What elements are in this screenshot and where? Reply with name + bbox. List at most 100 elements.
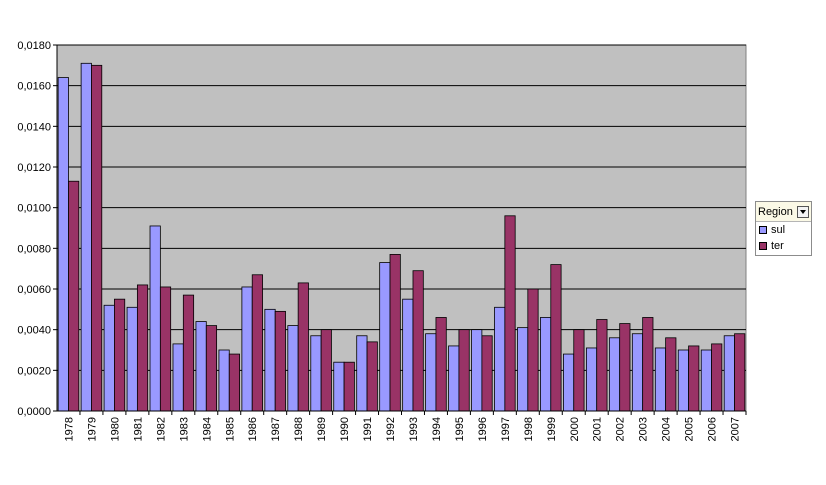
bar-ter-1979	[91, 64, 103, 412]
x-tick-label: 1986	[247, 417, 259, 441]
bar-ter-2006	[711, 343, 723, 412]
bar-ter-2002	[619, 323, 631, 412]
x-tick-label: 1980	[109, 417, 121, 441]
bar-ter-1980	[114, 298, 126, 412]
x-tick-label: 2005	[684, 417, 696, 441]
bar-ter-1988	[297, 282, 309, 412]
x-tick-label: 2000	[569, 417, 581, 441]
bar-ter-2000	[573, 329, 585, 412]
x-tick-label: 1981	[132, 417, 144, 441]
bar-sul-2001	[585, 347, 598, 412]
bars	[57, 62, 746, 412]
bar-ter-2005	[688, 345, 700, 412]
y-tick-label: 0,0160	[17, 81, 51, 93]
bar-sul-2000	[563, 353, 575, 412]
bar-ter-1995	[458, 329, 470, 412]
x-tick-label: 1993	[408, 417, 420, 441]
bar-sul-1996	[471, 329, 483, 412]
x-tick-label: 1991	[362, 417, 374, 441]
x-tick-label: 2006	[707, 417, 719, 441]
y-tick-label: 0,0000	[17, 406, 51, 418]
legend-item-ter: ter	[756, 238, 811, 254]
bar-ter-2003	[642, 317, 654, 412]
bar-ter-2007	[734, 333, 746, 412]
y-tick-labels: 0,0000 0,0020 0,0040 0,0060 0,0080 0,0100 0,01…	[17, 40, 51, 418]
legend-field-button[interactable]: Region	[756, 202, 811, 222]
bar-ter-1992	[389, 254, 401, 412]
bar-ter-1987	[274, 310, 286, 412]
y-tick-label: 0,0140	[17, 121, 51, 133]
bar-ter-1993	[412, 270, 424, 412]
legend-swatch-sul	[759, 226, 767, 234]
bar-sul-1980	[103, 304, 115, 412]
bar-ter-1991	[366, 341, 378, 412]
x-tick-label: 2003	[638, 417, 650, 441]
bar-sul-1985	[218, 349, 230, 412]
x-tick-label: 1985	[224, 417, 236, 441]
bar-sul-2005	[677, 349, 689, 412]
x-tick-label: 2007	[730, 417, 742, 441]
bar-sul-1988	[287, 325, 299, 412]
bar-sul-2003	[631, 333, 644, 412]
x-tick-label: 1983	[178, 417, 190, 441]
bar-ter-1984	[205, 325, 218, 412]
x-tick-label: 1997	[500, 417, 512, 441]
x-tick-label: 1984	[201, 417, 213, 441]
x-tick-label: 2001	[592, 417, 604, 441]
bar-sul-1995	[448, 345, 460, 412]
bar-sul-1979	[80, 62, 92, 412]
x-tick-label: 1989	[316, 417, 328, 441]
legend-dropdown-button[interactable]	[797, 205, 809, 218]
x-tick-label: 1978	[63, 417, 75, 441]
x-tick-label: 1990	[339, 417, 351, 441]
y-tick-label: 0,0180	[17, 40, 51, 52]
x-tick-label: 1994	[431, 417, 443, 441]
y-tick-label: 0,0020	[17, 365, 51, 377]
bar-ter-1982	[159, 286, 172, 412]
bar-ter-2004	[665, 337, 677, 412]
axes	[53, 44, 747, 415]
bar-ter-1983	[182, 294, 195, 412]
legend-swatch-ter	[759, 242, 767, 250]
x-tick-label: 1987	[270, 417, 282, 441]
bar-ter-1999	[550, 264, 562, 412]
bar-sul-1981	[126, 306, 138, 412]
bar-sul-1986	[241, 286, 253, 412]
bar-sul-1994	[425, 333, 437, 412]
chevron-down-icon	[800, 209, 806, 214]
bar-sul-1987	[264, 308, 276, 412]
bar-sul-1984	[195, 321, 207, 412]
bar-ter-1994	[435, 317, 447, 412]
x-tick-label: 1995	[454, 417, 466, 441]
x-tick-label: 1982	[155, 417, 167, 441]
legend-title: Region	[758, 205, 793, 218]
bar-ter-1978	[68, 180, 80, 412]
bar-sul-1992	[379, 262, 391, 412]
bar-sul-1997	[494, 306, 506, 412]
bar-sul-1991	[356, 335, 368, 412]
y-tick-label: 0,0060	[17, 284, 51, 296]
bar-sul-2002	[608, 337, 621, 412]
bar-ter-1997	[504, 215, 516, 412]
x-tick-label: 2004	[661, 417, 673, 441]
x-tick-label: 1979	[86, 417, 98, 441]
bar-sul-1978	[57, 77, 69, 412]
bar-sul-1990	[333, 361, 345, 412]
bar-sul-1993	[402, 298, 414, 412]
bar-sul-1999	[540, 317, 552, 412]
bar-sul-2007	[723, 335, 735, 412]
bar-ter-1990	[343, 361, 355, 412]
bar-ter-1998	[527, 288, 539, 412]
bar-sul-2004	[654, 347, 667, 412]
bar-ter-1996	[481, 335, 493, 412]
gridlines	[57, 44, 746, 371]
x-tick-label: 1992	[385, 417, 397, 441]
x-tick-label: 1998	[523, 417, 535, 441]
legend-item-sul: sul	[756, 222, 811, 238]
bar-ter-1981	[136, 284, 149, 412]
bar-sul-1983	[172, 343, 184, 412]
bar-sul-1982	[149, 225, 161, 412]
bar-sul-1998	[517, 327, 529, 412]
x-tick-label: 1999	[546, 417, 558, 441]
bar-sul-1989	[310, 335, 322, 412]
